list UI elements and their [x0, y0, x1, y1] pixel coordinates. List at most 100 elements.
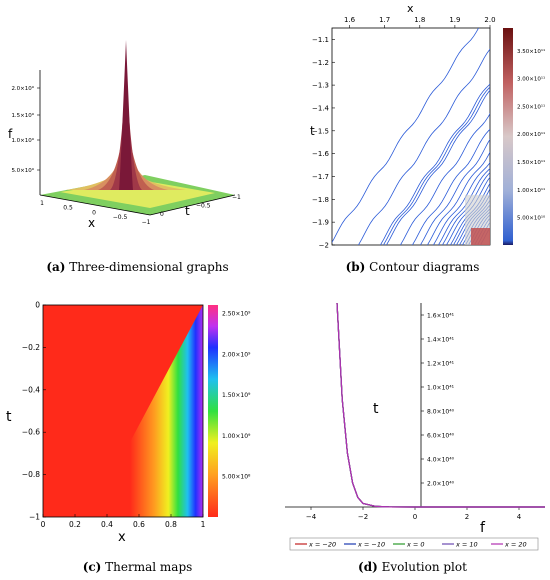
contour-line	[382, 86, 490, 245]
caption-d: (d) Evolution plot	[358, 560, 467, 574]
contour-y-tick-label: −1.4	[312, 104, 330, 112]
contour-line	[437, 167, 490, 245]
legend-label: x = −10	[357, 541, 385, 549]
heatmap-x-tick-label: 0.2	[69, 520, 81, 529]
evolution-y-tick-label: 8.0×10⁴⁰	[427, 409, 455, 416]
contour-y-tick-label: −1.5	[312, 127, 329, 135]
heatmap-colorbar-label: 2.00×10⁹	[222, 351, 251, 358]
evolution-y-label: t	[373, 401, 379, 417]
legend-label: x = 20	[504, 541, 527, 549]
contour-x-label: x	[407, 2, 414, 15]
contour-colorbar	[503, 28, 513, 245]
contour-colorbar-label: 3.00×10¹¹	[517, 76, 545, 83]
contour-y-tick-label: −1.7	[312, 173, 329, 181]
evolution-x-label: f	[480, 520, 486, 536]
x-tick-label: −1	[142, 219, 151, 226]
evolution-legend	[289, 537, 539, 551]
z-tick-label: 2.0×10⁹	[11, 85, 34, 92]
heatmap-x-tick-label: 0.8	[165, 520, 177, 529]
heatmap-band	[90, 305, 203, 517]
z-axis-label: f	[8, 127, 13, 141]
evolution-x-tick-label: −4	[306, 513, 317, 521]
contour-line	[441, 171, 490, 245]
contour-line	[426, 151, 490, 245]
heatmap-x-tick-label: 0	[41, 520, 46, 529]
caption-a: (a) Three-dimensional graphs	[46, 260, 229, 274]
evolution-x-tick-label: 4	[517, 513, 522, 521]
evolution-y-tick-label: 1.2×10⁴¹	[427, 361, 455, 368]
evolution-x-tick-label: 2	[465, 513, 469, 521]
contour-y-tick-label: −1.6	[312, 150, 330, 158]
evolution-series-line	[336, 302, 545, 508]
caption-b: (b) Contour diagrams	[345, 260, 480, 274]
evolution-y-tick-label: 6.0×10⁴⁰	[427, 433, 455, 440]
x-tick-label: 1	[40, 200, 44, 207]
evolution-y-tick-label: 4.0×10⁴⁰	[427, 457, 455, 464]
evolution-line-chart: −4 −2 0 2 4 2.0×10⁴⁰ 4.0×10⁴⁰ 6.0×10⁴⁰ 8.0×10⁴⁰…	[285, 302, 545, 551]
heatmap-colorbar-label: 1.50×10⁹	[222, 392, 251, 399]
contour-colorbar-label: 1.00×10¹¹	[517, 187, 545, 194]
contour-colorbar-label: 2.00×10¹¹	[517, 131, 545, 138]
heatmap-x-tick-label: 0.6	[133, 520, 145, 529]
evolution-series-line	[336, 302, 545, 508]
evolution-series-line	[336, 302, 545, 508]
t-tick-label: −0.5	[196, 203, 211, 210]
contour-y-tick-label: −1.3	[312, 82, 329, 90]
heatmap-y-tick-label: −0.6	[22, 428, 40, 437]
contour-line	[411, 128, 490, 245]
contour-y-label: t	[310, 124, 315, 138]
contour-fill-hot	[471, 228, 490, 245]
evolution-y-tick-label: 1.6×10⁴¹	[427, 313, 455, 320]
x-tick-label: −0.5	[113, 214, 128, 221]
contour-line	[357, 48, 490, 245]
contour-line	[419, 138, 490, 245]
x-tick-label: 0	[92, 209, 96, 216]
heatmap-y-tick-label: 0	[35, 301, 40, 310]
surface-spike-layer-4	[119, 40, 133, 190]
heatmap-frame	[42, 304, 204, 518]
contour-line	[432, 161, 490, 245]
contour-line	[332, 28, 480, 244]
contour-y-tick-label: −1.1	[312, 36, 329, 44]
heatmap-chart: 0 0.2 0.4 0.6 0.8 1 0 −0.2 −0.4 −0.6 −0.8 −1 x t 5…	[6, 301, 251, 546]
contour-chart: 1.6 1.7 1.8 1.9 2.0 −1.1 −1.2 −1.3 −1.4 −1.5 −1.6…	[310, 2, 546, 250]
contour-colorbar-label: 5.00×10¹⁰	[517, 215, 546, 222]
t-tick-label: 0	[160, 211, 164, 218]
caption-c: (c) Thermal maps	[82, 560, 193, 574]
contour-x-tick-label: 1.7	[379, 16, 390, 24]
contour-line	[399, 112, 490, 245]
evolution-y-tick-label: 2.0×10⁴⁰	[427, 481, 455, 488]
evolution-series-line	[336, 302, 545, 508]
contour-y-tick-label: −1.8	[312, 196, 329, 204]
contour-x-tick-label: 1.6	[344, 16, 356, 24]
x-axis-label: x	[88, 216, 95, 230]
contour-colorbar-label: 1.50×10¹¹	[517, 159, 545, 166]
legend-label: x = −20	[308, 541, 336, 549]
evolution-y-tick-label: 1.0×10⁴¹	[427, 385, 455, 392]
contour-y-tick-label: −2	[319, 242, 329, 250]
contour-line	[379, 83, 490, 245]
contour-x-tick-label: 1.8	[414, 16, 425, 24]
heatmap-colorbar-label: 5.00×10⁸	[222, 474, 251, 481]
evolution-x-tick-label: 0	[413, 513, 417, 521]
heatmap-colorbar-label: 2.50×10⁹	[222, 311, 251, 318]
heatmap-x-label: x	[118, 530, 126, 545]
t-tick-label: −1	[232, 194, 241, 201]
contour-colorbar-label: 2.50×10¹¹	[517, 103, 545, 110]
evolution-series-line	[336, 302, 545, 508]
heatmap-colorbar	[208, 305, 218, 517]
contour-colorbar-label: 3.50×10¹¹	[517, 48, 545, 55]
contour-line	[385, 89, 490, 245]
t-axis-label: t	[185, 204, 190, 218]
contour-x-tick-label: 1.9	[449, 16, 460, 24]
heatmap-x-tick-label: 1	[201, 520, 206, 529]
z-tick-label: 5.0×10⁹	[11, 167, 34, 174]
heatmap-y-label: t	[6, 409, 12, 425]
legend-label: x = 10	[455, 541, 478, 549]
heatmap-x-tick-label: 0.4	[101, 520, 113, 529]
evolution-x-tick-label: −2	[358, 513, 368, 521]
x-tick-label: 0.5	[63, 205, 73, 212]
heatmap-y-tick-label: −0.4	[22, 385, 40, 394]
z-tick-label: 1.5×10⁹	[11, 112, 34, 119]
heatmap-y-tick-label: −0.2	[22, 343, 40, 352]
